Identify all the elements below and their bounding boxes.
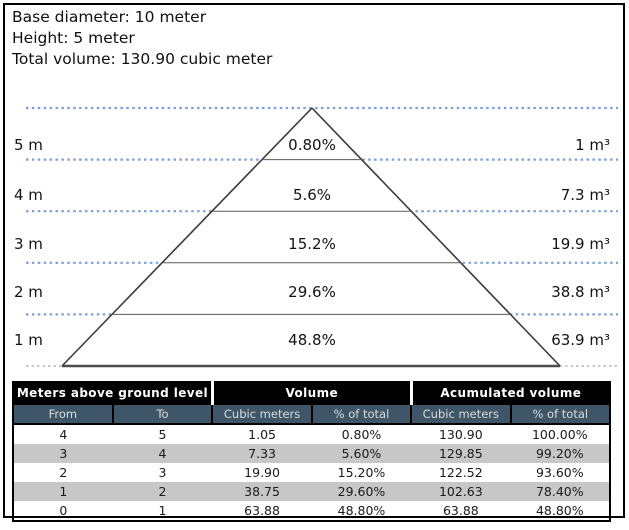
table-subheader-row: From To Cubic meters % of total Cubic me… xyxy=(12,403,612,425)
cell-pct: 48.80% xyxy=(337,503,386,518)
cell-to: 2 xyxy=(112,482,213,501)
slice-percent-2-3m: 15.2% xyxy=(288,235,336,253)
slice-volume-3-4m: 7.3 m³ xyxy=(560,186,610,204)
cell-acc-volume: 63.88 xyxy=(442,503,479,518)
cell-to: 1 xyxy=(158,503,167,518)
height-label-4m: 4 m xyxy=(14,186,43,204)
height-label-2m: 2 m xyxy=(14,283,43,301)
group-header-accumulated: Acumulated volume xyxy=(411,382,610,404)
cell-acc-pct: 48.80% xyxy=(535,503,584,518)
cell-volume: 1.05 xyxy=(248,427,276,442)
cell-acc-volume: 122.52 xyxy=(438,465,483,480)
cell-pct: 15.20% xyxy=(337,465,386,480)
figure-summary: Base diameter: 10 meter Height: 5 meter … xyxy=(12,7,272,70)
cell-to: 5 xyxy=(158,427,167,442)
cell-from: 3 xyxy=(13,444,113,463)
cell-from: 0 xyxy=(59,503,68,518)
cell-volume: 7.33 xyxy=(212,444,312,463)
slice-volume-4-5m: 1 m³ xyxy=(575,136,610,154)
height-text: Height: 5 meter xyxy=(12,29,135,47)
slice-percent-1-2m: 29.6% xyxy=(288,283,336,301)
cell-volume: 63.88 xyxy=(244,503,280,518)
table-row: 0 1 63.88 48.80% 63.88 48.80% xyxy=(13,501,610,521)
slice-percent-0-1m: 48.8% xyxy=(288,331,336,349)
col-header-cubic-meters: Cubic meters xyxy=(211,403,313,425)
table-row: 2 3 19.90 15.20% 122.52 93.60% xyxy=(13,463,610,482)
cell-volume: 38.75 xyxy=(212,482,312,501)
slice-volume-1-2m: 38.8 m³ xyxy=(551,283,610,301)
total-volume-text: Total volume: 130.90 cubic meter xyxy=(12,50,273,68)
cell-pct: 29.60% xyxy=(311,482,412,501)
col-header-from: From xyxy=(12,403,114,425)
base-diameter-text: Base diameter: 10 meter xyxy=(12,8,207,26)
group-header-meters: Meters above ground level xyxy=(13,382,214,404)
cell-pct: 0.80% xyxy=(341,427,382,442)
cell-acc-pct: 78.40% xyxy=(510,482,610,501)
cell-to: 4 xyxy=(112,444,213,463)
cell-to: 3 xyxy=(158,465,167,480)
cell-acc-pct: 99.20% xyxy=(510,444,610,463)
slice-volume-2-3m: 19.9 m³ xyxy=(551,235,610,253)
cell-acc-volume: 130.90 xyxy=(438,427,483,442)
col-header-acc-cubic-meters: Cubic meters xyxy=(410,403,512,425)
cell-from: 2 xyxy=(59,465,68,480)
slice-percent-4-5m: 0.80% xyxy=(288,136,336,154)
table-group-header-row: Meters above ground level Volume Acumula… xyxy=(13,382,610,404)
col-header-to: To xyxy=(111,403,214,425)
cell-acc-volume: 129.85 xyxy=(411,444,511,463)
cell-volume: 19.90 xyxy=(244,465,280,480)
col-header-acc-pct-of-total: % of total xyxy=(509,403,612,425)
cell-acc-pct: 100.00% xyxy=(531,427,588,442)
table-row: 3 4 7.33 5.60% 129.85 99.20% xyxy=(13,444,610,463)
cell-from: 4 xyxy=(59,427,68,442)
height-label-5m: 5 m xyxy=(14,136,43,154)
height-label-1m: 1 m xyxy=(14,331,43,349)
group-header-volume: Volume xyxy=(212,382,413,404)
height-label-3m: 3 m xyxy=(14,235,43,253)
col-header-pct-of-total: % of total xyxy=(310,403,413,425)
figure-border xyxy=(3,3,625,518)
cell-pct: 5.60% xyxy=(311,444,412,463)
slice-volume-0-1m: 63.9 m³ xyxy=(551,331,610,349)
table-row: 1 2 38.75 29.60% 102.63 78.40% xyxy=(13,482,610,501)
table-row: 4 5 1.05 0.80% 130.90 100.00% xyxy=(13,424,610,444)
cell-acc-volume: 102.63 xyxy=(411,482,511,501)
cell-acc-pct: 93.60% xyxy=(535,465,584,480)
volume-table: Meters above ground level Volume Acumula… xyxy=(12,381,612,522)
cell-from: 1 xyxy=(13,482,113,501)
slice-percent-3-4m: 5.6% xyxy=(292,186,332,204)
